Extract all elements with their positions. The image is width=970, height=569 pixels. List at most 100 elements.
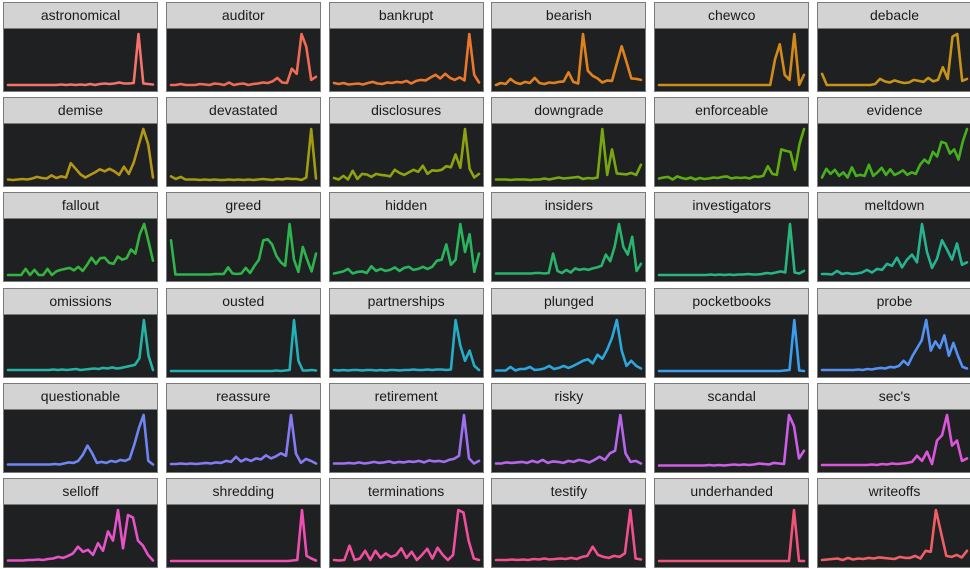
plot-area <box>817 409 970 473</box>
chart-panel: evidence <box>817 97 970 188</box>
plot-area <box>491 29 647 92</box>
series-line <box>495 32 643 87</box>
line-chart <box>332 318 480 372</box>
line-chart <box>6 508 155 562</box>
chart-panel: pocketbooks <box>654 287 810 378</box>
series-line <box>332 413 480 465</box>
series-line <box>6 508 155 562</box>
line-chart <box>169 413 318 466</box>
chart-title: disclosures <box>328 97 484 125</box>
line-chart <box>332 127 480 181</box>
chart-title: evidence <box>817 97 970 125</box>
plot-area <box>491 219 647 283</box>
series-line <box>495 223 643 276</box>
chart-panel: fallout <box>3 192 158 283</box>
plot-area <box>654 505 810 568</box>
line-chart <box>820 413 969 467</box>
chart-title: devastated <box>165 97 321 125</box>
line-chart <box>6 32 155 87</box>
series-line <box>169 127 318 182</box>
series-line <box>495 127 643 182</box>
line-chart <box>820 508 969 562</box>
line-chart <box>657 223 806 277</box>
chart-title: auditor <box>165 2 321 29</box>
plot-area <box>328 314 484 378</box>
line-chart <box>495 223 643 276</box>
chart-title: partnerships <box>328 287 484 315</box>
chart-title: writeoffs <box>817 478 970 505</box>
chart-panel: hidden <box>328 192 484 283</box>
chart-panel: chewco <box>654 2 810 92</box>
chart-panel: omissions <box>3 287 158 378</box>
series-line <box>332 318 480 372</box>
plot-area <box>654 29 810 92</box>
plot-area <box>491 314 647 378</box>
series-line <box>657 508 806 563</box>
plot-area <box>165 219 321 283</box>
chart-panel: devastated <box>165 97 321 188</box>
line-chart <box>169 32 318 87</box>
chart-title: pocketbooks <box>654 287 810 315</box>
chart-title: testify <box>491 478 647 505</box>
plot-area <box>3 219 158 283</box>
series-line <box>657 413 806 467</box>
chart-title: hidden <box>328 192 484 220</box>
chart-title: bearish <box>491 2 647 29</box>
chart-panel: probe <box>817 287 970 378</box>
chart-panel: ousted <box>165 287 321 378</box>
chart-title: questionable <box>3 382 158 410</box>
line-chart <box>6 127 155 182</box>
chart-title: selloff <box>3 478 158 505</box>
series-line <box>169 413 318 466</box>
plot-area <box>165 124 321 188</box>
chart-panel: downgrade <box>491 97 647 188</box>
plot-area <box>328 505 484 568</box>
plot-area <box>165 314 321 378</box>
chart-panel: scandal <box>654 382 810 473</box>
chart-panel: questionable <box>3 382 158 473</box>
series-line <box>657 223 806 277</box>
line-chart <box>657 32 806 87</box>
series-line <box>169 508 318 563</box>
chart-panel: greed <box>165 192 321 283</box>
chart-panel: shredding <box>165 478 321 568</box>
chart-title: demise <box>3 97 158 125</box>
line-chart <box>495 318 643 372</box>
line-chart <box>169 508 318 563</box>
chart-title: enforceable <box>654 97 810 125</box>
chart-panel: partnerships <box>328 287 484 378</box>
plot-area <box>3 124 158 188</box>
plot-area <box>654 219 810 283</box>
series-line <box>495 413 643 465</box>
line-chart <box>332 508 480 562</box>
chart-title: insiders <box>491 192 647 220</box>
line-chart <box>169 318 318 372</box>
line-chart <box>657 318 806 372</box>
series-line <box>657 318 806 372</box>
series-line <box>495 318 643 372</box>
series-line <box>820 32 969 87</box>
plot-area <box>654 124 810 188</box>
series-line <box>169 318 318 372</box>
plot-area <box>817 314 970 378</box>
plot-area <box>328 409 484 473</box>
line-chart <box>169 127 318 182</box>
plot-area <box>165 409 321 473</box>
plot-area <box>817 505 970 568</box>
chart-panel: meltdown <box>817 192 970 283</box>
plot-area <box>328 219 484 283</box>
chart-panel: enforceable <box>654 97 810 188</box>
plot-area <box>165 29 321 92</box>
series-line <box>332 223 480 276</box>
line-chart <box>332 32 480 86</box>
series-line <box>657 127 806 181</box>
plot-area <box>328 29 484 92</box>
series-line <box>820 223 969 277</box>
chart-title: reassure <box>165 382 321 410</box>
chart-title: probe <box>817 287 970 315</box>
line-chart <box>820 318 969 371</box>
plot-area <box>3 314 158 378</box>
chart-panel: testify <box>491 478 647 568</box>
series-line <box>6 413 155 466</box>
